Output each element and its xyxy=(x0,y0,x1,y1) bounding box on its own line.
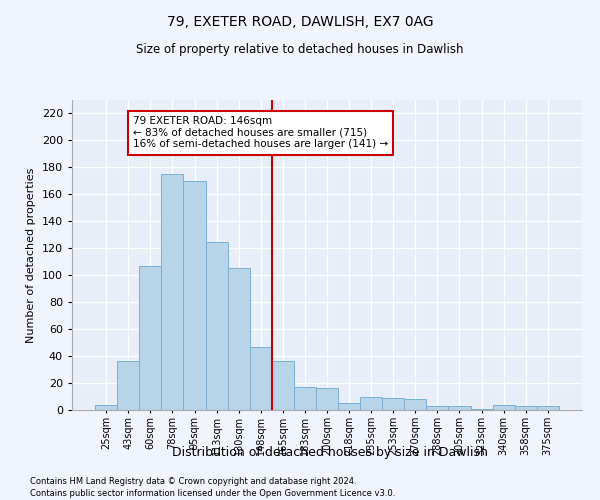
Bar xyxy=(427,406,448,410)
Bar xyxy=(206,242,227,410)
Bar xyxy=(161,174,184,410)
Bar xyxy=(227,268,250,410)
Bar xyxy=(184,181,206,410)
Y-axis label: Number of detached properties: Number of detached properties xyxy=(26,168,36,342)
Text: Contains public sector information licensed under the Open Government Licence v3: Contains public sector information licen… xyxy=(30,489,395,498)
Bar xyxy=(316,388,338,410)
Text: 79, EXETER ROAD, DAWLISH, EX7 0AG: 79, EXETER ROAD, DAWLISH, EX7 0AG xyxy=(167,15,433,29)
Text: Size of property relative to detached houses in Dawlish: Size of property relative to detached ho… xyxy=(136,42,464,56)
Bar xyxy=(360,396,382,410)
Bar xyxy=(470,408,493,410)
Bar xyxy=(515,406,537,410)
Text: 79 EXETER ROAD: 146sqm
← 83% of detached houses are smaller (715)
16% of semi-de: 79 EXETER ROAD: 146sqm ← 83% of detached… xyxy=(133,116,388,150)
Bar xyxy=(493,404,515,410)
Bar xyxy=(338,404,360,410)
Bar xyxy=(404,399,427,410)
Bar xyxy=(117,362,139,410)
Bar xyxy=(294,387,316,410)
Text: Contains HM Land Registry data © Crown copyright and database right 2024.: Contains HM Land Registry data © Crown c… xyxy=(30,478,356,486)
Bar xyxy=(448,406,470,410)
Bar xyxy=(95,404,117,410)
Bar xyxy=(272,362,294,410)
Bar xyxy=(382,398,404,410)
Bar xyxy=(139,266,161,410)
Bar xyxy=(250,346,272,410)
Text: Distribution of detached houses by size in Dawlish: Distribution of detached houses by size … xyxy=(172,446,488,459)
Bar xyxy=(537,406,559,410)
